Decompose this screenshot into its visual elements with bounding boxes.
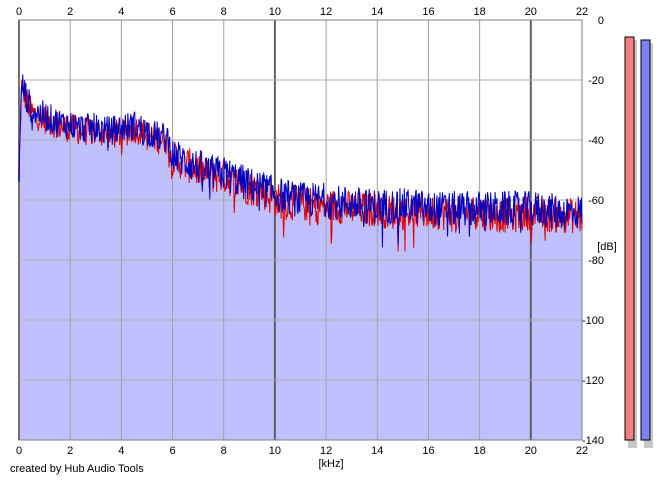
- x-tick-label-bottom: 6: [169, 445, 175, 457]
- x-tick-label-top: 20: [525, 6, 537, 18]
- level-meter-bar-2: [640, 39, 651, 441]
- x-tick-labels-bottom: 0 2 4 6 8 10 12 14 16 18 20 22: [16, 445, 588, 457]
- x-tick-label-top: 14: [371, 6, 383, 18]
- plot-border: [18, 19, 583, 441]
- x-tick-label-bottom: 16: [422, 445, 434, 457]
- x-tick-label-bottom: 14: [371, 445, 383, 457]
- x-tick-label-top: 16: [422, 6, 434, 18]
- x-tick-label-bottom: 0: [16, 445, 22, 457]
- x-tick-label-top: 6: [169, 6, 175, 18]
- level-meter-bar-1: [624, 36, 635, 441]
- spectrum-series: [18, 74, 583, 252]
- y-tick-labels: 0 -20 -40 -60 -80 -100 -120 -140: [582, 15, 604, 447]
- x-tick-label-top: 4: [118, 6, 124, 18]
- y-tick-label: -60: [588, 195, 604, 207]
- y-tick-label: -140: [582, 435, 604, 447]
- x-tick-label-bottom: 2: [67, 445, 73, 457]
- spectrum-area-fill: [19, 74, 582, 441]
- y-tick-label: -80: [588, 255, 604, 267]
- level-meters: [624, 36, 653, 448]
- y-tick-label: 0: [598, 15, 604, 27]
- x-tick-label-bottom: 8: [221, 445, 227, 457]
- y-tick-label: -120: [582, 375, 604, 387]
- x-tick-label-bottom: 4: [118, 445, 124, 457]
- x-tick-label-top: 8: [221, 6, 227, 18]
- x-tick-label-top: 2: [67, 6, 73, 18]
- x-tick-label-top: 12: [320, 6, 332, 18]
- series-line-2: [18, 74, 583, 248]
- x-tick-label-bottom: 18: [474, 445, 486, 457]
- y-tick-label: -40: [588, 135, 604, 147]
- y-tick-label: -20: [588, 75, 604, 87]
- x-tick-label-bottom: 20: [525, 445, 537, 457]
- grid-lines: [18, 19, 583, 441]
- x-tick-label-bottom: 12: [320, 445, 332, 457]
- area-fill-path: [19, 74, 582, 441]
- x-tick-label-top: 22: [576, 6, 588, 18]
- x-tick-label-top: 18: [474, 6, 486, 18]
- x-tick-label-top: 10: [269, 6, 281, 18]
- y-axis-label: [dB]: [597, 241, 617, 253]
- x-tick-label-bottom: 22: [576, 445, 588, 457]
- y-tick-label: -100: [582, 315, 604, 327]
- x-tick-label-top: 0: [16, 6, 22, 18]
- x-axis-label: [kHz]: [318, 458, 343, 470]
- x-tick-label-bottom: 10: [269, 445, 281, 457]
- credit-text: created by Hub Audio Tools: [10, 463, 144, 475]
- x-tick-labels-top: 0 2 4 6 8 10 12 14 16 18 20 22: [16, 6, 588, 18]
